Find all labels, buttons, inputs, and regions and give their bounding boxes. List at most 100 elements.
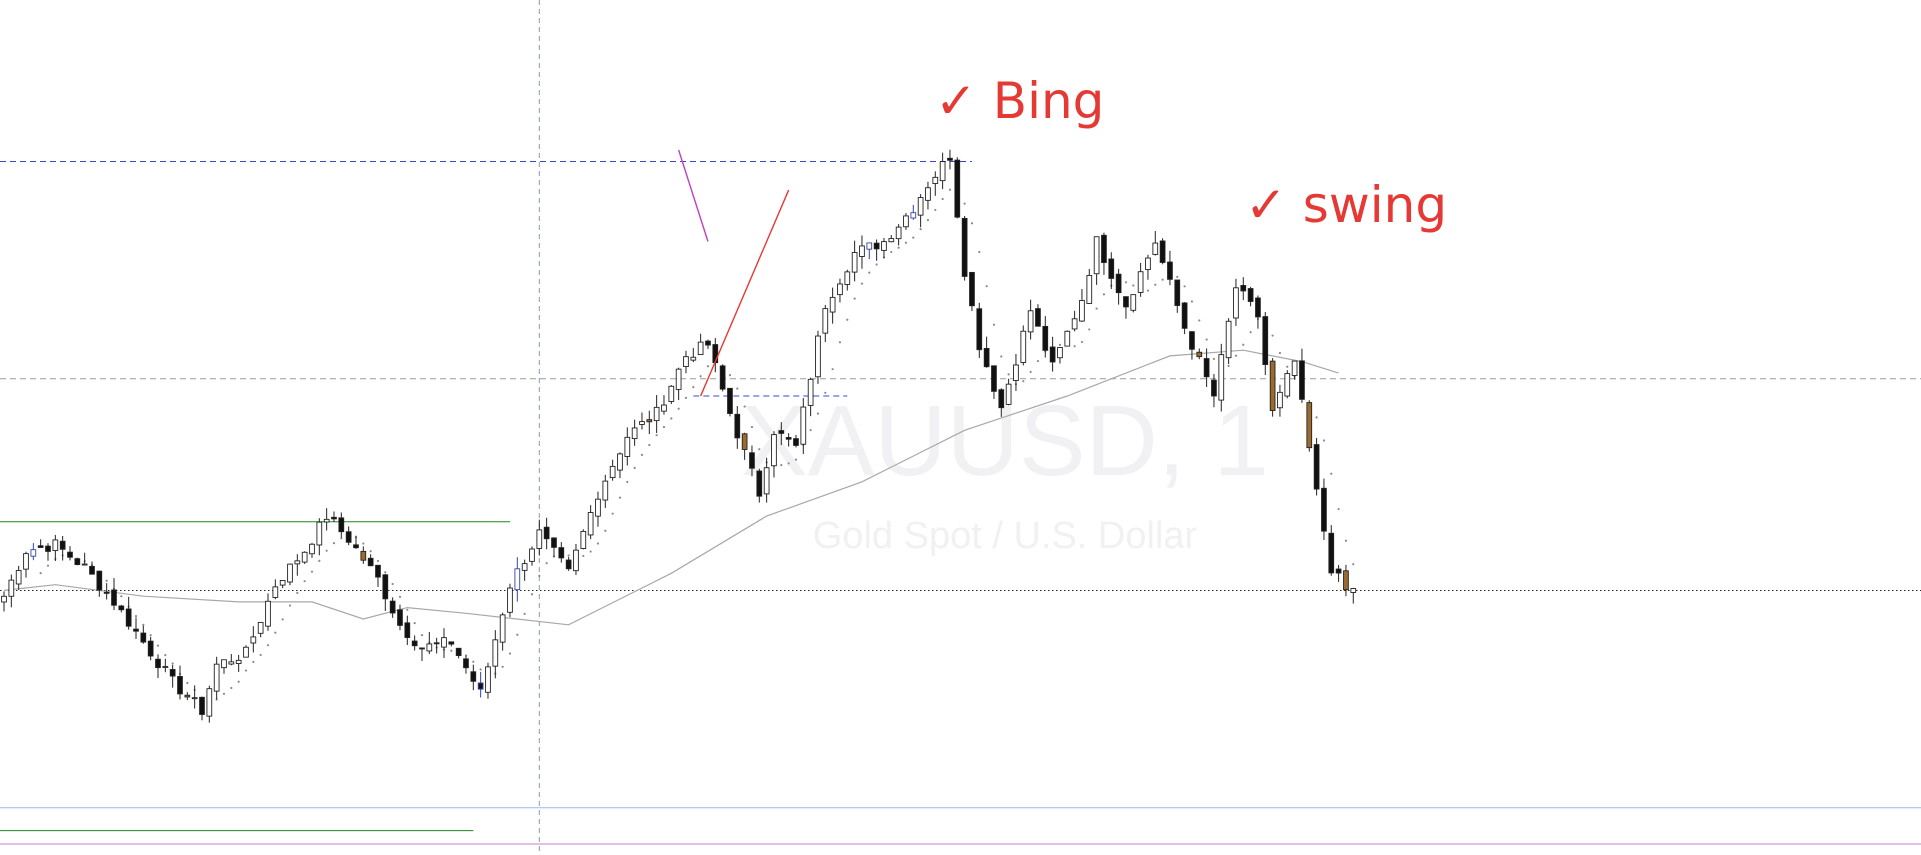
ma-fast-dot [860,282,864,285]
candle-body [177,676,183,695]
candle-body [1123,296,1129,308]
ma-fast-dot [142,623,145,626]
ma-fast-dot [706,365,710,368]
candle-body [147,640,154,657]
ma-fast-dot [853,297,856,300]
ma-fast-dot [970,222,974,225]
ma-fast-dot [589,550,592,553]
candle-body [903,215,909,228]
candle-body [118,605,125,611]
ma-fast-dot [1124,281,1128,284]
candle-body [1306,402,1313,449]
candle-body [213,663,220,692]
candle-body [1035,308,1041,327]
candle-body [646,419,653,423]
candle-body [1181,302,1188,329]
ma-fast-dot [1271,334,1274,337]
candle-body [1108,258,1115,279]
ma-fast-dot [1058,343,1062,346]
ma-fast-dot [244,669,248,672]
ma-fast-dot [1095,307,1098,310]
candle-body [1013,364,1019,382]
ma-fast-dot [310,570,314,573]
ma-fast-dot [1161,278,1164,281]
ma-fast-dot [1102,293,1106,296]
candle-body [617,453,623,471]
ma-fast-dot [156,644,160,647]
candle-body [1240,285,1247,292]
candle-body [895,226,902,240]
candle-body [793,438,799,446]
ma-fast-dot [648,443,651,447]
candle-body [111,589,117,606]
ma-fast-dot [464,654,468,657]
candle-body [8,579,15,597]
horizontal-levels [0,160,1921,845]
ma-fast-dot [450,649,453,652]
ma-fast-dot [1330,472,1333,475]
ma-fast-dot [259,653,262,657]
candle-body [1145,257,1151,271]
candle-body [309,543,315,555]
ma-fast-dot [567,554,570,557]
ma-fast-dot [662,425,666,429]
candle-body [353,544,359,549]
candle-body [976,308,983,351]
ma-fast-dot [809,428,812,432]
candle-body [184,694,191,698]
candle-body [1247,288,1254,302]
candle-body [749,452,755,469]
ma-fast-dot [508,652,512,655]
candle-body [991,365,997,392]
candle-body [822,308,829,334]
ma-fast-dot [538,574,541,577]
ma-fast-dot [1352,563,1355,566]
ma-fast-dot [626,480,629,484]
ma-fast-dot [985,285,988,288]
annotation-bing: ✓ Bing [935,72,1104,130]
ma-fast-dot [692,386,695,389]
candle-body [580,531,587,549]
candle-body [675,368,682,390]
ma-fast-dot [1080,340,1084,344]
ma-fast-dot [413,622,416,625]
candle-body [602,480,609,501]
candle-body [463,658,469,669]
ma-fast-dot [728,374,732,377]
candle-body [1005,383,1012,405]
watermark-description: Gold Spot / U.S. Dollar [813,515,1198,557]
candle-body [697,341,704,356]
ma-fast-dot [501,665,504,668]
trendline-red-rise[interactable] [699,189,790,397]
candle-body [837,283,843,296]
candle-body [169,669,176,677]
candle-body [360,550,367,561]
candle-body [683,356,689,367]
candle-body [507,587,513,613]
candle-body [1335,568,1342,574]
ma-fast-dot [230,686,233,690]
candle-body [668,385,675,402]
trendlines[interactable] [677,149,790,397]
candle-body [155,658,161,669]
ma-fast-dot [252,660,255,664]
ma-fast-dot [149,634,152,637]
candle-body [565,559,572,570]
candle-body [279,580,286,586]
candle-body [690,356,697,361]
handwritten-annotations: ✓ Bing ✓ swing [935,72,1447,234]
candle-body [345,531,352,543]
ma-fast-dot [992,323,996,326]
ma-fast-dot [1146,289,1150,292]
trendline-purple-drop[interactable] [677,149,709,242]
candle-body [250,636,257,644]
candle-body [917,197,924,216]
candle-body [631,427,638,440]
candle-body [221,659,227,669]
candle-body [81,563,88,566]
candle-body [1313,444,1320,490]
candle-body [338,517,345,533]
ma-fast-dot [376,559,380,563]
